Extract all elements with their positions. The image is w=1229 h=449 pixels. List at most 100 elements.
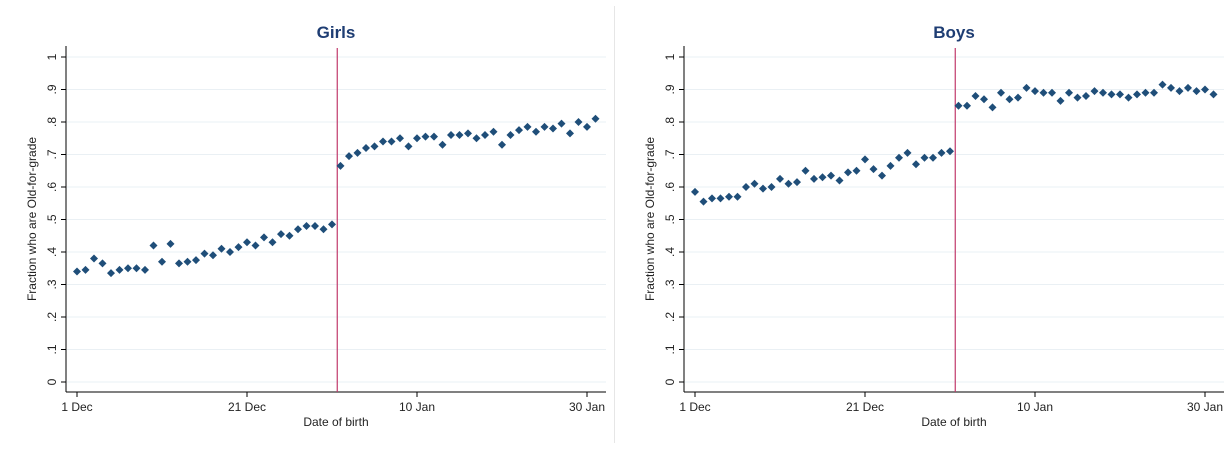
data-point [1039,88,1048,97]
data-point [937,148,946,157]
data-point [980,95,988,104]
data-point [869,165,878,174]
data-point [192,256,200,265]
y-tick-label: .6 [663,182,677,192]
data-point [506,131,515,139]
data-point [107,269,115,278]
data-point [217,244,226,253]
data-point [1073,93,1082,102]
data-point [549,124,557,133]
data-point [523,122,532,131]
data-point [1048,88,1056,97]
data-point [1005,95,1014,104]
data-point [801,166,810,175]
data-point [988,103,997,112]
y-tick-label: .2 [663,312,677,322]
data-point [498,140,506,149]
data-point [370,142,379,151]
data-point [557,119,566,128]
y-tick-label: .4 [663,247,677,257]
data-point [141,265,149,274]
data-point [1082,92,1090,100]
chart-title: Boys [933,23,975,42]
data-point [455,131,464,139]
data-point [1099,88,1107,97]
data-point [1124,93,1133,102]
data-point [742,183,750,191]
data-point [430,132,438,141]
data-point [1022,83,1031,92]
data-point [98,259,107,268]
y-tick-label: .1 [45,344,59,354]
data-point [574,118,583,126]
y-tick-label: 0 [663,378,677,385]
data-point [725,192,733,201]
data-point [929,153,937,162]
x-tick-label: 21 Dec [228,400,266,414]
data-point [583,122,591,131]
y-tick-label: 0 [45,378,59,385]
y-tick-label: .5 [663,214,677,224]
data-point [319,225,328,234]
data-point [566,129,574,138]
data-point [209,251,217,260]
x-tick-label: 10 Jan [399,400,435,414]
chart-title: Girls [317,23,356,42]
data-point [767,183,776,191]
data-point [920,153,929,162]
data-point [90,254,98,263]
data-point [311,222,319,230]
data-point [963,101,971,110]
x-axis-label: Date of birth [303,415,368,429]
data-point [691,187,699,196]
data-point [878,171,886,180]
data-point [733,192,742,201]
data-point [362,144,370,152]
data-point [251,241,260,250]
data-point [115,265,124,274]
x-tick-label: 10 Jan [1017,400,1053,414]
girls-chart-panel: 0 .1 .2 .3 .4 .5 .6 .7 .8 .9 1 1 Dec 21 Dec 10 Jan 30 … [0,0,612,449]
data-point [404,142,413,151]
data-point [997,88,1005,97]
data-point [124,264,132,273]
data-point [328,220,336,229]
x-tick-label: 30 Jan [569,400,605,414]
data-point [183,257,192,266]
data-point [234,243,243,252]
data-point [818,173,827,182]
data-point [1167,83,1175,92]
data-point [1065,88,1073,97]
data-point [793,178,801,187]
data-point [750,179,759,188]
data-point [353,148,362,157]
data-point [413,134,421,143]
data-point [861,155,869,164]
x-tick-label: 1 Dec [61,400,92,414]
data-point [540,122,549,131]
y-axis-label: Fraction who are Old-for-grade [643,137,657,301]
y-tick-label: 1 [663,53,677,60]
y-tick-label: .3 [663,279,677,289]
data-point [379,137,387,146]
data-point [835,176,844,185]
data-point [260,233,268,242]
data-point [277,230,285,239]
data-point [844,168,852,177]
x-axis-label: Date of birth [921,415,986,429]
data-point [73,267,81,276]
data-point [387,137,396,146]
data-point [827,171,835,180]
data-point [1192,87,1201,96]
data-point [166,239,175,248]
y-tick-label: 1 [45,53,59,60]
data-point [268,238,277,247]
data-point [1014,93,1022,102]
data-point [591,114,600,123]
data-point [1184,83,1192,92]
data-point [336,161,345,170]
girls-chart: 0 .1 .2 .3 .4 .5 .6 .7 .8 .9 1 1 Dec 21 Dec 10 Jan 30 … [25,23,606,429]
data-point [1158,80,1167,89]
data-point [716,194,725,203]
data-point [294,225,302,234]
